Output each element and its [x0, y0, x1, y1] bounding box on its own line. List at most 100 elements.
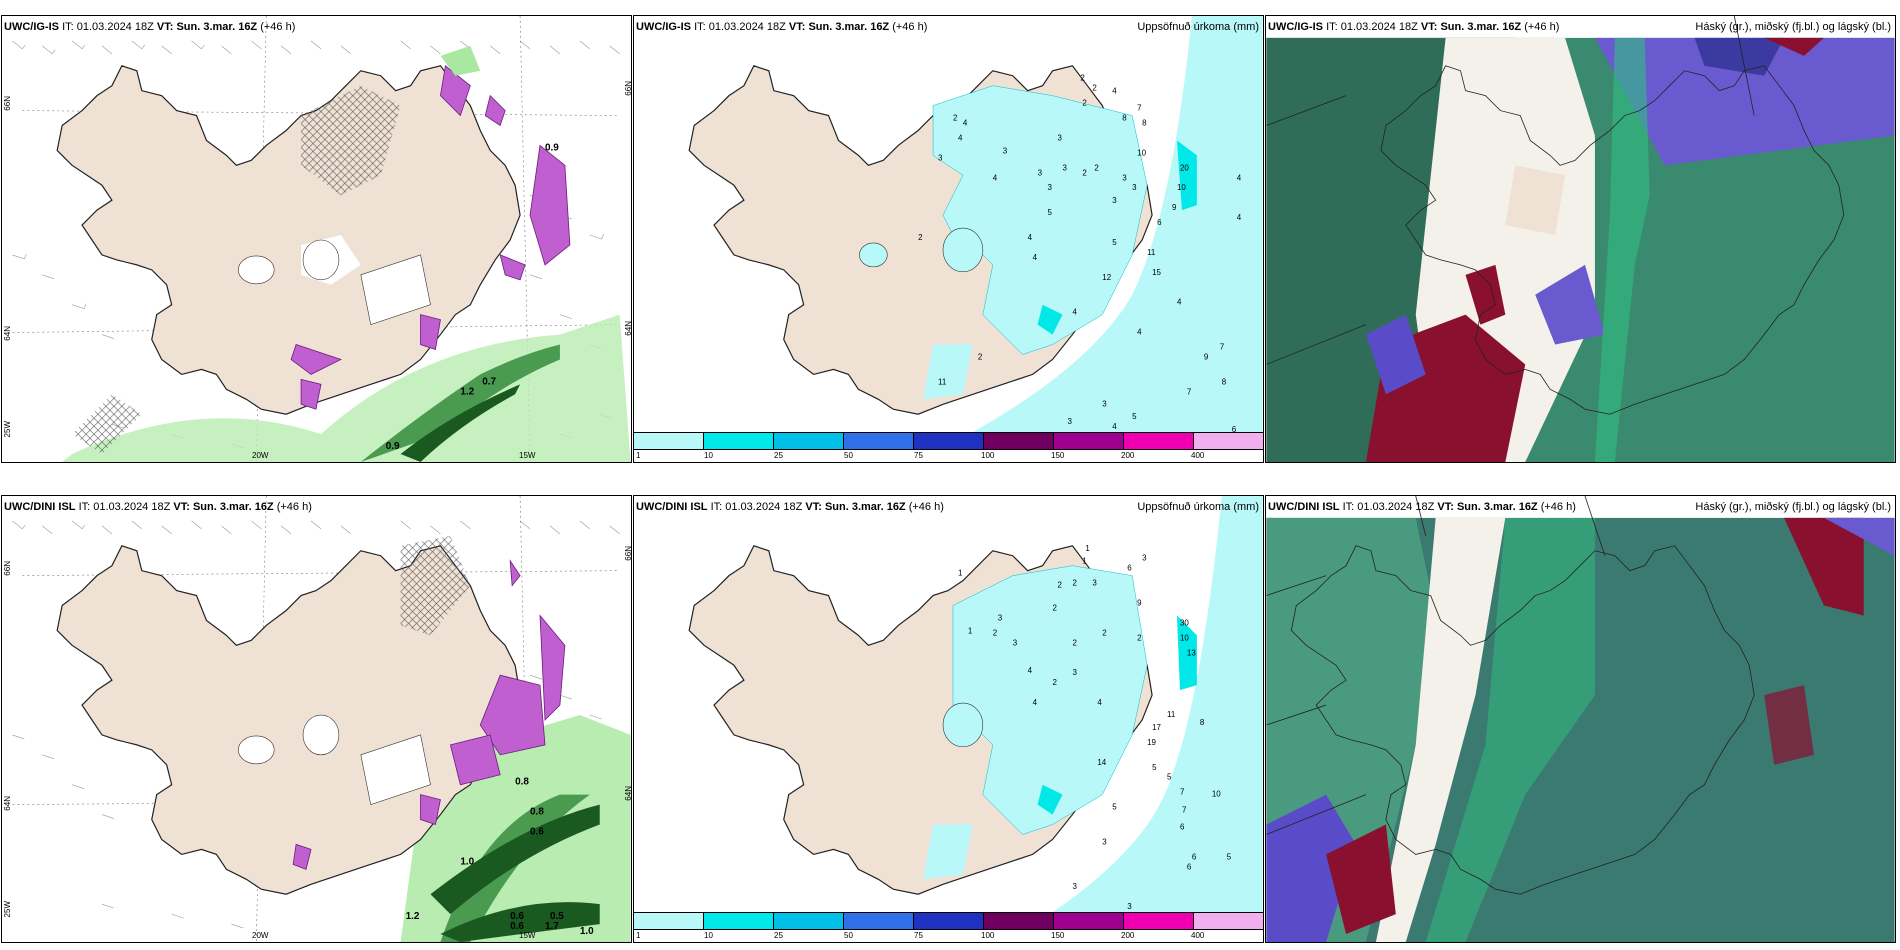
it-label: IT: — [78, 501, 91, 513]
lat-label-64: 64N — [3, 326, 12, 341]
legend-swatch — [914, 913, 984, 929]
legend-swatch — [774, 433, 844, 449]
vt-label: VT: — [1420, 21, 1438, 33]
legend-swatch — [634, 913, 704, 929]
precip-value: 2 — [1072, 579, 1077, 588]
panel-wind-ig: 0.9 1.2 0.7 0.9 UWC/IG-IS IT: 01.03.2024… — [1, 15, 632, 463]
lead-time: (+46 h) — [276, 501, 312, 513]
pressure-label: 1.0 — [460, 856, 474, 867]
legend-tick: 400 — [1191, 931, 1205, 940]
lead-time: (+46 h) — [1524, 21, 1560, 33]
legend-swatch — [984, 913, 1054, 929]
precip-value: 6 — [1180, 823, 1185, 832]
precip-value: 5 — [1152, 763, 1157, 772]
it-value: 01.03.2024 18Z — [93, 501, 171, 513]
vt-value: Sun. 3.mar. 16Z — [808, 21, 890, 33]
precip-value: 6 — [1127, 564, 1132, 573]
it-value: 01.03.2024 18Z — [1357, 501, 1435, 513]
precip-value: 3 — [1072, 668, 1077, 677]
precip-value: 2 — [1094, 163, 1099, 172]
legend-tick: 400 — [1191, 451, 1205, 460]
precip-value: 4 — [1137, 328, 1142, 337]
precip-value: 3 — [1132, 183, 1137, 192]
wind-precip-map: 0.8 0.8 0.6 1.0 1.2 0.6 0.5 0.6 1.7 1.0 — [12, 496, 631, 942]
precip-value: 7 — [1187, 387, 1192, 396]
wind-precip-map: 0.9 1.2 0.7 0.9 — [12, 16, 631, 462]
precip-value: 11 — [1147, 248, 1156, 257]
precip-value: 5 — [1132, 412, 1137, 421]
vt-value: Sun. 3.mar. 16Z — [192, 501, 274, 513]
vt-label: VT: — [788, 21, 806, 33]
precip-value: 3 — [1102, 399, 1107, 408]
legend-swatch — [1124, 433, 1194, 449]
precip-value: 2 — [918, 233, 923, 242]
precip-value: 2 — [1082, 99, 1087, 108]
pressure-label: 0.8 — [515, 777, 529, 788]
pressure-label: 1.7 — [545, 921, 559, 932]
precip-value: 2 — [1058, 581, 1063, 590]
legend-tick: 1 — [636, 451, 641, 460]
vt-value: Sun. 3.mar. 16Z — [176, 21, 258, 33]
legend-tick: 200 — [1121, 451, 1135, 460]
legend-bar — [634, 432, 1263, 450]
legend-swatch — [704, 913, 774, 929]
precip-value: 3 — [1003, 146, 1008, 155]
precip-value: 2 — [953, 114, 958, 123]
precip-value: 13 — [1187, 648, 1196, 657]
vt-value: Sun. 3.mar. 16Z — [1456, 501, 1538, 513]
legend-swatch — [1194, 913, 1263, 929]
precip-value: 17 — [1152, 723, 1161, 732]
precip-value: 3 — [1048, 183, 1053, 192]
precip-value: 7 — [1180, 788, 1185, 797]
legend-swatch — [844, 913, 914, 929]
model-name: UWC/IG-IS — [4, 21, 59, 33]
lon-label-15: 15W — [519, 931, 536, 940]
precip-value: 6 — [1187, 862, 1192, 871]
model-name: UWC/DINI ISL — [4, 501, 76, 513]
precip-value: 14 — [1097, 758, 1106, 767]
pressure-label: 1.2 — [460, 386, 474, 397]
panel-header: UWC/IG-IS IT: 01.03.2024 18Z VT: Sun. 3.… — [636, 21, 927, 33]
lon-label-25: 25W — [3, 421, 12, 438]
precip-value: 9 — [1204, 352, 1209, 361]
it-value: 01.03.2024 18Z — [1340, 21, 1418, 33]
panel-header: UWC/DINI ISL IT: 01.03.2024 18Z VT: Sun.… — [636, 501, 944, 513]
precip-value: 6 — [1157, 218, 1162, 227]
pressure-labels-bottom: 0.8 0.8 0.6 1.0 1.2 0.6 0.5 0.6 1.7 1.0 — [406, 777, 595, 937]
precip-value: 9 — [1172, 203, 1177, 212]
legend-swatch — [1194, 433, 1263, 449]
lead-time: (+46 h) — [908, 501, 944, 513]
precip-value: 4 — [1028, 666, 1033, 675]
lat-label-66: 66N — [3, 561, 12, 576]
precip-legend: 1 10 25 50 75 100 150 200 400 — [634, 432, 1263, 462]
precip-value: 9 — [1137, 599, 1142, 608]
legend-swatch — [1124, 913, 1194, 929]
precip-value: 12 — [1102, 273, 1111, 282]
legend-swatch — [984, 433, 1054, 449]
legend-tick: 50 — [844, 931, 853, 940]
precip-value: 2 — [1080, 74, 1085, 83]
precip-value: 30 — [1180, 618, 1189, 627]
pressure-label: 1.2 — [406, 911, 420, 922]
legend-tick: 25 — [774, 931, 783, 940]
legend-tick: 75 — [914, 931, 923, 940]
model-name: UWC/IG-IS — [636, 21, 691, 33]
panel-header: UWC/DINI ISL IT: 01.03.2024 18Z VT: Sun.… — [4, 501, 312, 513]
precip-value: 11 — [938, 377, 947, 386]
precip-value: 3 — [1013, 638, 1018, 647]
precip-value: 1 — [1082, 557, 1087, 566]
pressure-label: 1.0 — [580, 926, 594, 937]
legend-tick: 10 — [704, 931, 713, 940]
precip-value: 3 — [1127, 902, 1132, 911]
precip-value: 2 — [1102, 628, 1107, 637]
lat-label-66-right: 66N — [624, 546, 632, 561]
precip-value: 4 — [1033, 698, 1038, 707]
pressure-label: 0.9 — [386, 441, 400, 452]
precip-values-top: 2 2 4 8 2 3 7 2 4 8 4 3 3 4 2 10 3 3 3 3… — [918, 74, 1242, 434]
precip-value: 4 — [963, 119, 968, 128]
pressure-label: 0.7 — [482, 376, 496, 387]
legend-tick: 75 — [914, 451, 923, 460]
legend-ticks: 1 10 25 50 75 100 150 200 400 — [634, 451, 1263, 461]
precip-value: 2 — [1137, 633, 1142, 642]
legend-swatch — [704, 433, 774, 449]
